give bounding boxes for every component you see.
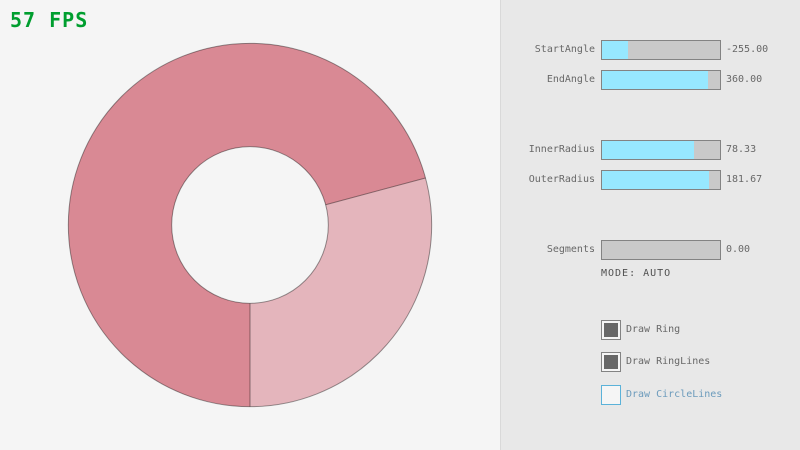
ring-outer-line — [67, 42, 433, 408]
inner-radius-value: 78.33 — [726, 144, 757, 155]
slider-row-start-angle: StartAngle -255.00 — [501, 40, 800, 60]
slider-row-segments: Segments 0.00 — [501, 240, 800, 260]
segments-slider[interactable] — [601, 240, 721, 260]
draw-circlelines-label: Draw CircleLines — [626, 389, 723, 400]
draw-ringlines-label: Draw RingLines — [626, 356, 711, 367]
ring-inner-line — [171, 146, 329, 304]
ring-drawing-canvas — [67, 42, 433, 408]
outer-radius-slider[interactable] — [601, 170, 721, 190]
start-angle-label: StartAngle — [534, 44, 595, 55]
inner-radius-label: InnerRadius — [528, 144, 595, 155]
check-mark — [604, 355, 618, 369]
end-angle-slider-fill — [602, 71, 709, 89]
mode-label: MODE: AUTO — [601, 268, 672, 279]
end-angle-label: EndAngle — [546, 74, 595, 85]
inner-radius-slider-fill — [602, 141, 695, 159]
segments-value: 0.00 — [726, 244, 751, 255]
start-angle-slider[interactable] — [601, 40, 721, 60]
end-angle-value: 360.00 — [726, 74, 763, 85]
fps-counter: 57 FPS — [10, 8, 89, 32]
outer-radius-slider-fill — [602, 171, 710, 189]
outer-radius-value: 181.67 — [726, 174, 763, 185]
draw-circlelines-row: Draw CircleLines — [501, 385, 800, 405]
segments-label: Segments — [546, 244, 595, 255]
slider-row-outer-radius: OuterRadius 181.67 — [501, 170, 800, 190]
check-mark — [604, 323, 618, 337]
ring-sector-single-pass — [250, 177, 432, 407]
draw-ring-label: Draw Ring — [626, 324, 681, 335]
slider-row-inner-radius: InnerRadius 78.33 — [501, 140, 800, 160]
start-angle-slider-fill — [602, 41, 628, 59]
slider-row-end-angle: EndAngle 360.00 — [501, 70, 800, 90]
draw-circlelines-checkbox[interactable] — [601, 385, 621, 405]
draw-ring-row: Draw Ring — [501, 320, 800, 340]
draw-ringlines-checkbox[interactable] — [601, 352, 621, 372]
ring-start-angle-line — [325, 177, 426, 206]
inner-radius-slider[interactable] — [601, 140, 721, 160]
controls-panel: StartAngle -255.00 EndAngle 360.00 Inner… — [500, 0, 800, 450]
start-angle-value: -255.00 — [726, 44, 769, 55]
ring-sector-double-pass — [68, 43, 426, 407]
draw-ringlines-row: Draw RingLines — [501, 352, 800, 372]
end-angle-slider[interactable] — [601, 70, 721, 90]
outer-radius-label: OuterRadius — [528, 174, 595, 185]
draw-ring-checkbox[interactable] — [601, 320, 621, 340]
